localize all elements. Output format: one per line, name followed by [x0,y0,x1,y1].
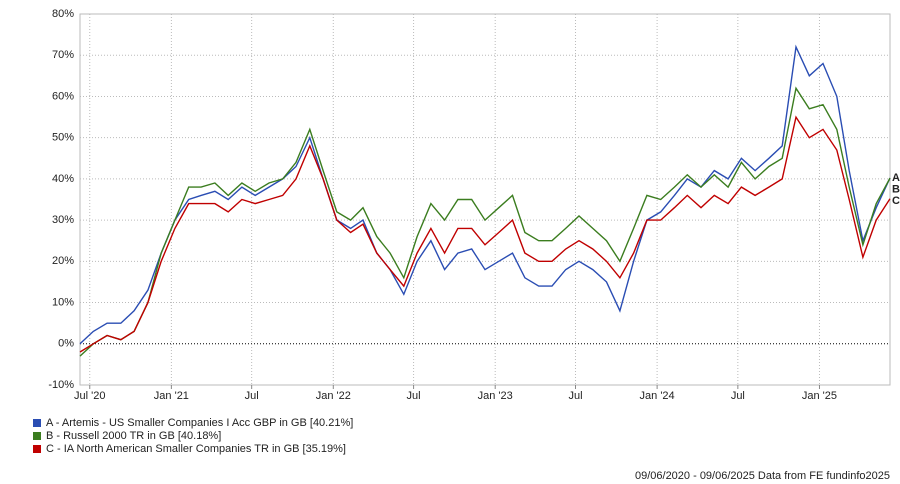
x-tick-label: Jul [245,390,259,402]
series-line [79,86,891,357]
legend-swatch [33,445,41,453]
y-tick-label: 10% [52,296,74,308]
legend-swatch [33,432,41,440]
x-tick-label: Jan '22 [316,390,351,402]
y-tick-label: 60% [52,90,74,102]
legend-label: C - IA North American Smaller Companies … [46,443,346,455]
y-tick-label: 80% [52,8,74,20]
x-tick-label: Jul [568,390,582,402]
y-tick-label: 50% [52,132,74,144]
end-tag: B [892,183,900,195]
plot-frame [79,13,891,386]
x-tick-label: Jan '23 [478,390,513,402]
y-tick-label: 0% [58,338,74,350]
end-tag: C [892,195,900,207]
legend-label: B - Russell 2000 TR in GB [40.18%] [46,430,221,442]
y-tick-label: 70% [52,49,74,61]
x-tick-label: Jan '24 [640,390,675,402]
x-tick-label: Jan '21 [154,390,189,402]
x-tick-label: Jan '25 [802,390,837,402]
end-tag: A [892,172,900,184]
legend-label: A - Artemis - US Smaller Companies I Acc… [46,417,353,429]
footer: 09/06/2020 - 09/06/2025 Data from FE fun… [635,470,890,482]
x-tick-label: Jul [407,390,421,402]
y-tick-label: 20% [52,255,74,267]
y-tick-label: 30% [52,214,74,226]
y-tick-label: 40% [52,173,74,185]
x-tick-label: Jul [731,390,745,402]
y-tick-label: -10% [48,379,74,391]
x-tick-label: Jul '20 [74,390,105,402]
series-line [79,44,891,345]
legend-swatch [33,419,41,427]
series-line [79,115,891,353]
